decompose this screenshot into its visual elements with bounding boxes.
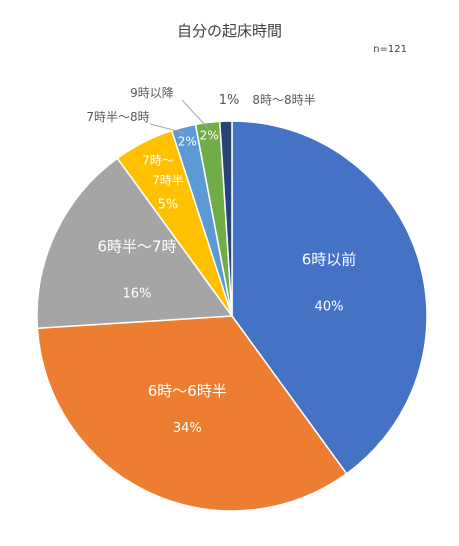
slice-percent-6: 1% — [219, 93, 240, 108]
pie-slice-1 — [36, 315, 348, 512]
leader-lines — [149, 99, 209, 134]
leader-line-5 — [181, 99, 209, 129]
slice-label-0: 6時以前 — [302, 250, 357, 268]
slice-percent-2: 16% — [123, 286, 152, 301]
slice-percent-5: 2% — [200, 128, 219, 142]
slice-labels: 6時以前 40% 6時～6時半 34% 6時半～7時 16% 7時～ 7時半 5% 2% 2% 7時半… — [86, 86, 356, 436]
pie-slice-2 — [36, 157, 234, 330]
pie-slice-0 — [231, 120, 428, 475]
slice-percent-3: 5% — [158, 197, 179, 212]
pie-slice-6 — [218, 120, 233, 317]
slice-label-6: 8時～8時半 — [252, 93, 315, 107]
slice-label-2: 6時半～7時 — [97, 237, 176, 255]
slice-percent-4: 2% — [178, 135, 197, 149]
sample-size-label: n=121 — [373, 44, 407, 55]
slice-percent-1: 34% — [173, 421, 202, 436]
leader-line-4 — [149, 123, 186, 134]
slice-label-5: 9時以降 — [130, 86, 174, 100]
slice-percent-0: 40% — [315, 299, 344, 314]
slice-label-3-line1: 7時～ — [142, 153, 174, 167]
chart-title: 自分の起床時間 — [176, 22, 282, 40]
slice-label-3-line2: 7時半 — [152, 173, 184, 187]
slice-label-4: 7時半～8時 — [86, 110, 149, 124]
slice-label-1: 6時～6時半 — [148, 382, 227, 400]
pie-slices — [36, 120, 428, 512]
